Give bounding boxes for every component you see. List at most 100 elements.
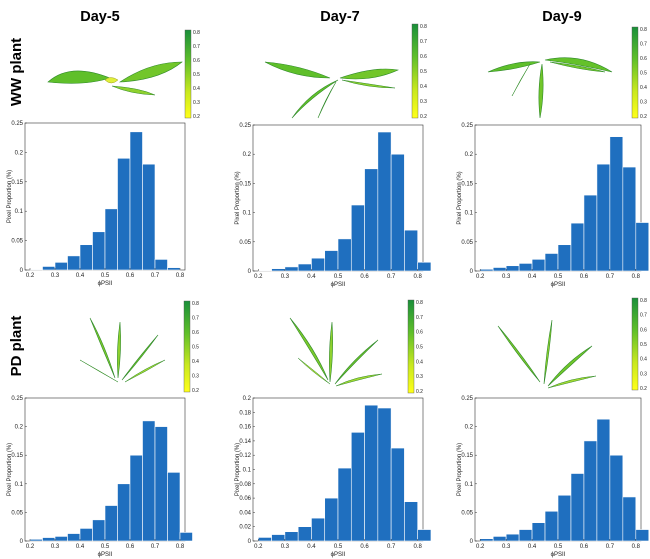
colorbar-tick-label: 0.8 bbox=[416, 300, 423, 306]
histogram-bar bbox=[350, 432, 365, 542]
colorbar-tick-label: 0.8 bbox=[640, 27, 647, 33]
x-axis-label: ϕPSII bbox=[551, 282, 566, 288]
colorbar-tick-label: 0.5 bbox=[640, 342, 647, 348]
histogram-bar bbox=[284, 266, 299, 272]
y-tick-label: 0.2 bbox=[465, 152, 474, 158]
histogram-bar bbox=[258, 270, 272, 272]
histogram-bar bbox=[117, 157, 131, 271]
histogram-bar bbox=[377, 131, 392, 272]
y-tick-label: 0.1 bbox=[15, 209, 24, 215]
histogram-bar bbox=[92, 519, 106, 542]
histogram-bar bbox=[404, 501, 418, 542]
y-tick-label: 0 bbox=[470, 269, 474, 275]
colorbar-tick-label: 0.3 bbox=[640, 371, 647, 377]
histogram-bar bbox=[284, 531, 299, 542]
x-tick-label: 0.5 bbox=[554, 274, 563, 280]
colorbar-ww-day7 bbox=[411, 23, 419, 119]
colorbar-tick-label: 0.8 bbox=[193, 30, 200, 36]
x-tick-label: 0.2 bbox=[26, 273, 35, 279]
colorbar-ww-day9 bbox=[631, 26, 639, 119]
colorbar-tick-label: 0.5 bbox=[416, 345, 423, 351]
row-label-pd: PD plant bbox=[8, 316, 25, 377]
colorbar-tick-label: 0.2 bbox=[640, 386, 647, 392]
colorbar-tick-label: 0.3 bbox=[416, 374, 423, 380]
histogram-bar bbox=[258, 537, 272, 542]
x-tick-label: 0.2 bbox=[26, 544, 35, 550]
leaf-image-pd-day7 bbox=[289, 317, 383, 387]
x-tick-label: 0.2 bbox=[476, 544, 485, 550]
histogram-bar bbox=[609, 136, 624, 272]
colorbar-pd-day7 bbox=[407, 299, 415, 394]
x-tick-label: 0.7 bbox=[387, 274, 396, 280]
histogram-bar bbox=[557, 494, 572, 542]
histogram-bar bbox=[596, 163, 611, 272]
row-label-ww: WW plant bbox=[8, 38, 25, 106]
colorbar-tick-label: 0.3 bbox=[192, 374, 199, 380]
y-tick-label: 0.18 bbox=[239, 410, 251, 416]
histogram-bar bbox=[635, 529, 650, 542]
y-axis-label: Pixel Proportion (%) bbox=[7, 170, 13, 223]
y-tick-label: 0.15 bbox=[461, 453, 473, 459]
colorbar-tick-label: 0.4 bbox=[640, 357, 647, 363]
leaf-image-ww-day5 bbox=[47, 61, 183, 96]
x-tick-label: 0.6 bbox=[580, 544, 589, 550]
histogram-bar bbox=[583, 440, 598, 542]
histogram-bar bbox=[79, 528, 93, 542]
histogram-bar bbox=[622, 496, 637, 542]
y-tick-label: 0.25 bbox=[461, 396, 473, 402]
histogram-bar bbox=[154, 426, 168, 542]
colorbar-tick-label: 0.7 bbox=[640, 42, 647, 48]
y-tick-label: 0 bbox=[248, 539, 252, 545]
y-tick-label: 0 bbox=[20, 539, 24, 545]
colorbar-tick-label: 0.4 bbox=[193, 86, 200, 92]
y-tick-label: 0.25 bbox=[11, 396, 23, 402]
column-title-day5: Day-5 bbox=[80, 9, 120, 25]
x-tick-label: 0.4 bbox=[76, 544, 85, 550]
y-tick-label: 0.1 bbox=[243, 468, 252, 474]
y-tick-label: 0.05 bbox=[239, 240, 251, 246]
histogram-bar bbox=[297, 263, 312, 272]
colorbar-tick-label: 0.6 bbox=[192, 330, 199, 336]
histogram-bar bbox=[42, 266, 56, 271]
colorbar-tick-label: 0.6 bbox=[640, 327, 647, 333]
y-tick-label: 0.2 bbox=[243, 152, 252, 158]
y-tick-label: 0.14 bbox=[239, 439, 251, 445]
y-tick-label: 0 bbox=[470, 539, 474, 545]
colorbar-tick-label: 0.6 bbox=[640, 56, 647, 62]
histogram-bar bbox=[54, 536, 68, 542]
histogram-bar bbox=[492, 267, 507, 272]
y-tick-label: 0.05 bbox=[461, 510, 473, 516]
histogram-bar bbox=[324, 497, 339, 542]
x-axis-label: ϕPSII bbox=[98, 281, 113, 287]
histogram-bar bbox=[518, 263, 533, 272]
x-tick-label: 0.2 bbox=[254, 274, 263, 280]
histogram-bar bbox=[271, 268, 286, 272]
x-tick-label: 0.8 bbox=[414, 544, 423, 550]
colorbar-tick-label: 0.2 bbox=[416, 389, 423, 395]
histogram-bar bbox=[635, 222, 650, 272]
histogram-bar bbox=[142, 420, 156, 542]
colorbar-tick-label: 0.2 bbox=[640, 114, 647, 120]
leaf-image-pd-day9 bbox=[497, 319, 597, 389]
histogram-bar bbox=[479, 538, 494, 542]
histogram-bar bbox=[154, 259, 168, 271]
colorbar-tick-label: 0.3 bbox=[640, 100, 647, 106]
colorbar-tick-label: 0.5 bbox=[192, 345, 199, 351]
x-tick-label: 0.5 bbox=[101, 544, 110, 550]
y-tick-label: 0.25 bbox=[461, 123, 473, 129]
colorbar-tick-label: 0.3 bbox=[420, 99, 427, 105]
histogram-bar bbox=[129, 454, 143, 542]
x-tick-label: 0.4 bbox=[528, 274, 537, 280]
histogram-bar bbox=[505, 265, 520, 272]
histogram-pd-day9: 0.2 0.3 0.4 0.5 0.6 0.7 0.8 0 0.05 0.1 0.15 0.2 0.25… bbox=[457, 297, 650, 558]
y-axis-label: Pixel Proportion (%) bbox=[235, 443, 241, 496]
x-tick-label: 0.6 bbox=[580, 274, 589, 280]
histogram-bar bbox=[179, 532, 193, 542]
x-tick-label: 0.8 bbox=[176, 544, 185, 550]
x-tick-label: 0.6 bbox=[126, 544, 135, 550]
y-tick-label: 0.05 bbox=[461, 240, 473, 246]
y-tick-label: 0.2 bbox=[15, 425, 24, 431]
y-axis-label: Pixel Proportion (%) bbox=[235, 171, 241, 224]
x-tick-label: 0.4 bbox=[76, 273, 85, 279]
x-tick-label: 0.5 bbox=[334, 274, 343, 280]
